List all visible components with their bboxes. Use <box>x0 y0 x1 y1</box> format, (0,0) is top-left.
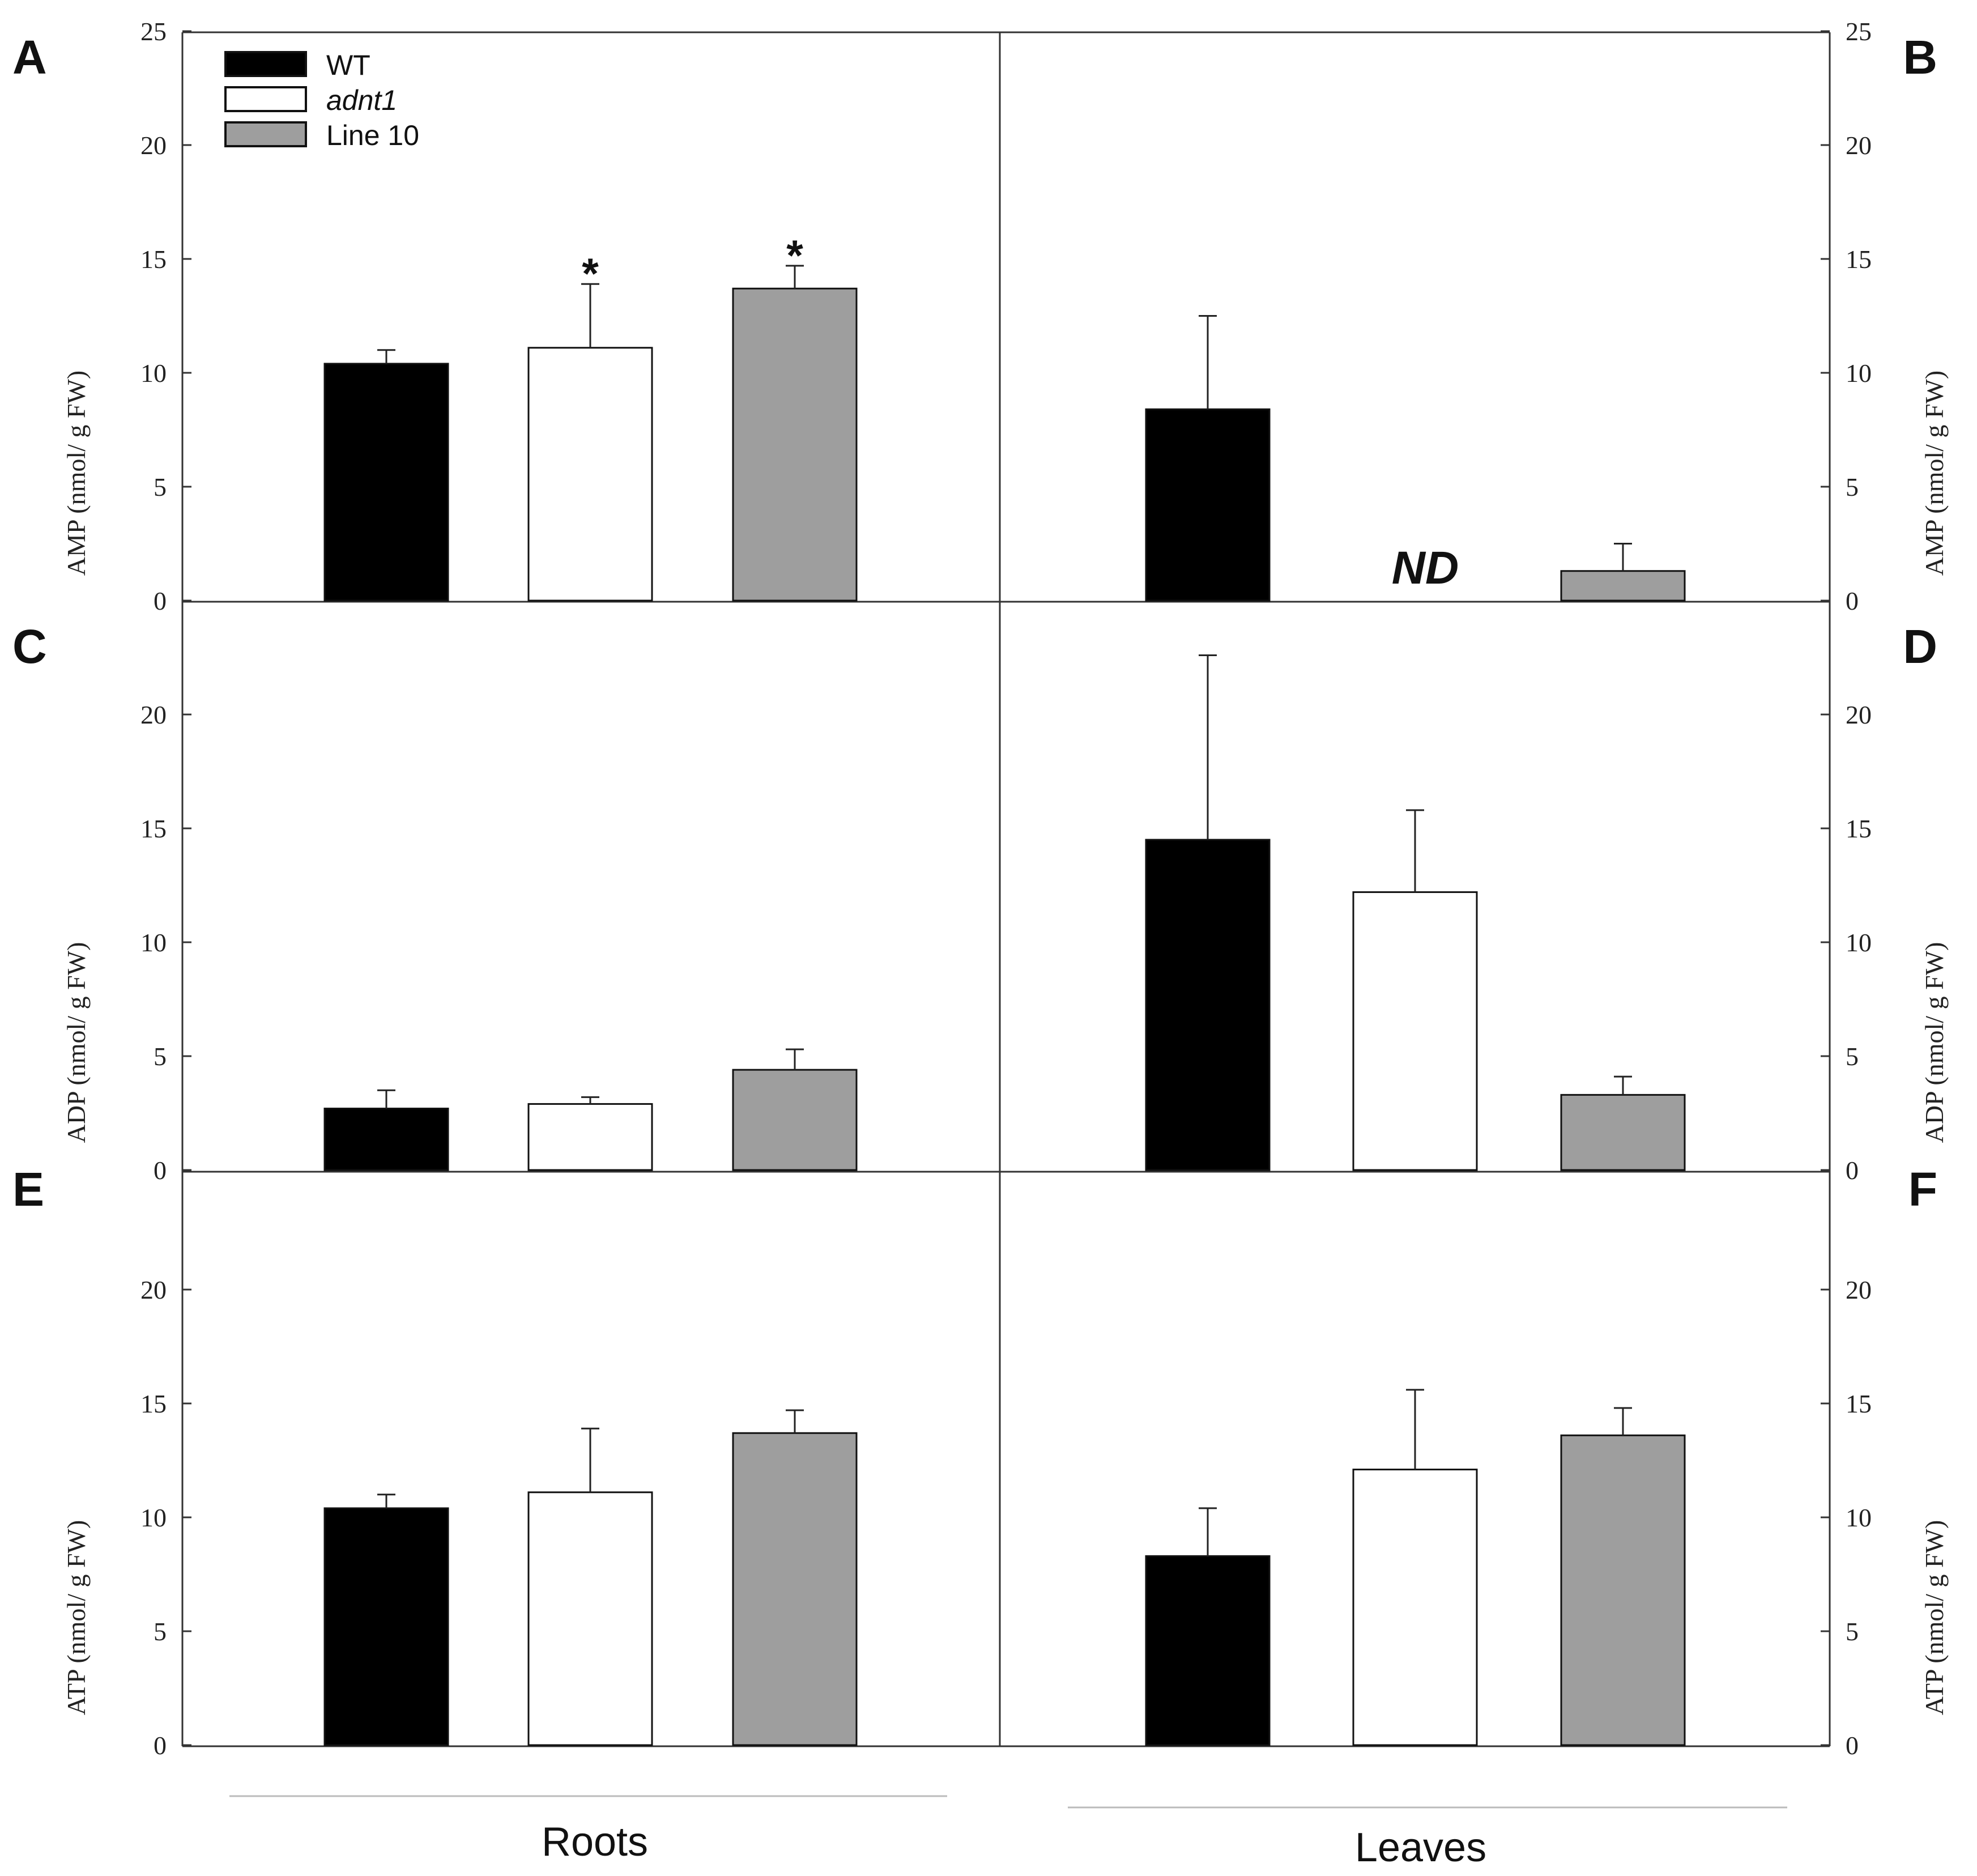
y-tick-label: 5 <box>154 1617 167 1646</box>
roots-group-label: Roots <box>542 1819 648 1865</box>
y-tick-label: 15 <box>1846 245 1872 274</box>
panel-letter: E <box>12 1163 44 1216</box>
panel-b: 0 5 10 15 20 25 AMP (nmol/ g FW) B ND <box>1145 17 1949 615</box>
bar-line-10 <box>732 1432 858 1746</box>
y-tick-label: 20 <box>140 131 167 160</box>
panel-letter: D <box>1903 620 1937 673</box>
bar-adnt1 <box>527 1103 653 1171</box>
legend-label: adnt1 <box>326 84 397 116</box>
y-tick-label: 25 <box>140 17 167 46</box>
bar-wt <box>1145 408 1271 602</box>
y-axis-title: AMP (nmol/ g FW) <box>1920 371 1949 576</box>
bar-line-10 <box>1560 570 1686 602</box>
y-tick-label: 10 <box>140 359 167 388</box>
y-tick-label: 10 <box>1846 928 1872 957</box>
panel-f: 0 5 10 15 20 ATP (nmol/ g FW) F <box>1145 1163 1949 1760</box>
bar-line-10 <box>1560 1094 1686 1171</box>
legend-label: Line 10 <box>326 120 419 151</box>
legend-swatch <box>224 121 307 147</box>
panel-letter: C <box>12 620 47 673</box>
bar-wt <box>1145 1555 1271 1746</box>
panel-c: 0 5 10 15 20 ADP (nmol/ g FW) C <box>12 620 858 1185</box>
y-tick-label: 25 <box>1846 17 1872 46</box>
y-tick-label: 5 <box>154 1042 167 1071</box>
panel-grid-frame <box>181 31 1831 1747</box>
bar-adnt1 <box>527 347 653 602</box>
bar-adnt1 <box>1352 1469 1478 1746</box>
bar-adnt1 <box>527 1491 653 1746</box>
legend-label: WT <box>326 49 370 81</box>
y-tick-label: 10 <box>1846 359 1872 388</box>
y-axis-title: ATP (nmol/ g FW) <box>62 1520 91 1716</box>
panel-letter: B <box>1903 31 1937 84</box>
y-tick-label: 15 <box>1846 1389 1872 1418</box>
bar-wt <box>323 1107 449 1171</box>
y-tick-label: 0 <box>1846 586 1859 615</box>
legend-swatch <box>224 51 307 77</box>
panel-letter: A <box>12 31 47 84</box>
panels: 0 5 10 15 20 25 AMP (nmol/ g FW) A * * 0 5 10 15 20 25 A… <box>12 17 1949 1760</box>
y-tick-label: 10 <box>1846 1503 1872 1532</box>
y-tick-label: 10 <box>140 1503 167 1532</box>
bar-wt <box>1145 839 1271 1171</box>
y-axis-title: ADP (nmol/ g FW) <box>62 942 91 1143</box>
y-tick-label: 5 <box>154 473 167 501</box>
y-tick-label: 5 <box>1846 473 1859 501</box>
y-tick-label: 0 <box>1846 1156 1859 1185</box>
y-tick-label: 15 <box>1846 814 1872 843</box>
significance-marker: * <box>786 232 803 280</box>
bar-wt <box>323 1507 449 1746</box>
bar-adnt1 <box>1352 891 1478 1171</box>
y-tick-label: 20 <box>1846 1275 1872 1304</box>
y-axis-title: AMP (nmol/ g FW) <box>62 371 91 576</box>
y-tick-label: 15 <box>140 245 167 274</box>
y-tick-label: 0 <box>154 1731 167 1760</box>
panel-e: 0 5 10 15 20 ATP (nmol/ g FW) E <box>12 1163 858 1760</box>
y-axis-title: ADP (nmol/ g FW) <box>1920 942 1949 1143</box>
not-detected-label: ND <box>1392 542 1459 594</box>
y-tick-label: 20 <box>140 700 167 729</box>
bar-line-10 <box>732 287 858 602</box>
bar-line-10 <box>732 1069 858 1171</box>
panel-d: 0 5 10 15 20 ADP (nmol/ g FW) D <box>1145 620 1949 1185</box>
y-tick-label: 5 <box>1846 1617 1859 1646</box>
y-tick-label: 20 <box>140 1275 167 1304</box>
y-tick-label: 20 <box>1846 700 1872 729</box>
panel-a: 0 5 10 15 20 25 AMP (nmol/ g FW) A * * <box>12 17 858 615</box>
y-tick-label: 0 <box>154 586 167 615</box>
y-tick-label: 15 <box>140 1389 167 1418</box>
y-tick-label: 5 <box>1846 1042 1859 1071</box>
y-axis-title: ATP (nmol/ g FW) <box>1920 1520 1949 1716</box>
y-tick-label: 10 <box>140 928 167 957</box>
y-tick-label: 20 <box>1846 131 1872 160</box>
y-tick-label: 15 <box>140 814 167 843</box>
legend-swatch <box>224 86 307 112</box>
panel-letter: F <box>1908 1163 1937 1216</box>
bar-wt <box>323 363 449 602</box>
leaves-group-label: Leaves <box>1355 1825 1486 1870</box>
group-labels: Roots Leaves <box>229 1795 1787 1870</box>
bar-line-10 <box>1560 1434 1686 1746</box>
y-tick-label: 0 <box>154 1156 167 1185</box>
y-tick-label: 0 <box>1846 1731 1859 1760</box>
significance-marker: * <box>582 250 599 298</box>
